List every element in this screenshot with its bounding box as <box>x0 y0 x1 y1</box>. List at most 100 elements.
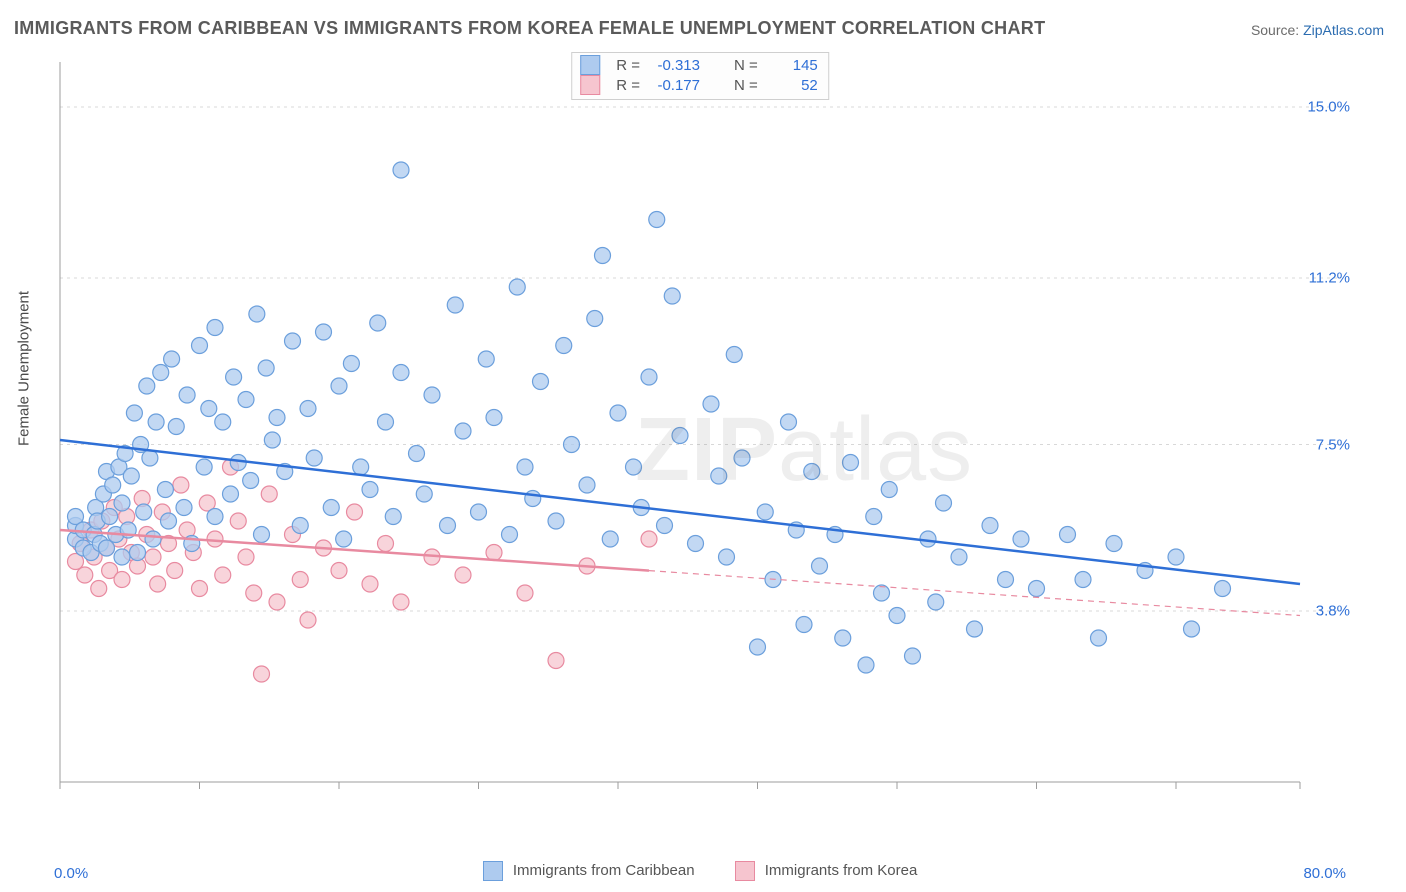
corr-N-label: N = <box>734 77 758 94</box>
data-point-korea <box>362 576 378 592</box>
data-point-caribbean <box>393 162 409 178</box>
data-point-caribbean <box>196 459 212 475</box>
data-point-caribbean <box>215 414 231 430</box>
data-point-korea <box>77 567 93 583</box>
data-point-caribbean <box>207 509 223 525</box>
data-point-caribbean <box>192 338 208 354</box>
data-point-caribbean <box>672 428 688 444</box>
corr-R-label: R = <box>616 77 640 94</box>
data-point-caribbean <box>353 459 369 475</box>
legend-swatch-korea <box>735 861 755 881</box>
data-point-caribbean <box>370 315 386 331</box>
data-point-caribbean <box>1184 621 1200 637</box>
data-point-caribbean <box>951 549 967 565</box>
data-point-caribbean <box>1215 581 1231 597</box>
data-point-caribbean <box>105 477 121 493</box>
data-point-korea <box>641 531 657 547</box>
data-point-korea <box>261 486 277 502</box>
data-point-caribbean <box>424 387 440 403</box>
data-point-caribbean <box>145 531 161 547</box>
source-link[interactable]: ZipAtlas.com <box>1303 22 1384 38</box>
data-point-korea <box>145 549 161 565</box>
data-point-caribbean <box>258 360 274 376</box>
data-point-caribbean <box>525 491 541 507</box>
data-point-caribbean <box>548 513 564 529</box>
data-point-korea <box>246 585 262 601</box>
source-label: Source: <box>1251 22 1299 38</box>
data-point-caribbean <box>440 518 456 534</box>
data-point-korea <box>300 612 316 628</box>
data-point-caribbean <box>362 482 378 498</box>
data-point-caribbean <box>323 500 339 516</box>
data-point-caribbean <box>300 401 316 417</box>
data-point-korea <box>192 581 208 597</box>
data-point-caribbean <box>385 509 401 525</box>
data-point-korea <box>215 567 231 583</box>
corr-R-value-korea: -0.177 <box>650 77 700 94</box>
trend-line-dash-korea <box>649 571 1300 616</box>
corr-row-korea: R =-0.177N =52 <box>580 75 818 95</box>
data-point-caribbean <box>264 432 280 448</box>
data-point-caribbean <box>331 378 347 394</box>
data-point-caribbean <box>928 594 944 610</box>
y-axis-label: Female Unemployment <box>16 291 33 446</box>
data-point-caribbean <box>316 324 332 340</box>
data-point-korea <box>292 572 308 588</box>
data-point-korea <box>207 531 223 547</box>
data-point-caribbean <box>249 306 265 322</box>
data-point-caribbean <box>269 410 285 426</box>
y-tick-label: 15.0% <box>1307 99 1350 116</box>
corr-swatch-korea <box>580 75 600 95</box>
data-point-caribbean <box>595 248 611 264</box>
data-point-caribbean <box>835 630 851 646</box>
data-point-caribbean <box>579 477 595 493</box>
data-point-korea <box>173 477 189 493</box>
data-point-caribbean <box>517 459 533 475</box>
legend-label-caribbean: Immigrants from Caribbean <box>513 862 695 879</box>
data-point-caribbean <box>610 405 626 421</box>
corr-N-value-caribbean: 145 <box>768 57 818 74</box>
data-point-caribbean <box>657 518 673 534</box>
data-point-caribbean <box>455 423 471 439</box>
data-point-caribbean <box>136 504 152 520</box>
data-point-caribbean <box>416 486 432 502</box>
data-point-caribbean <box>509 279 525 295</box>
data-point-korea <box>548 653 564 669</box>
data-point-caribbean <box>238 392 254 408</box>
data-point-korea <box>393 594 409 610</box>
data-point-caribbean <box>502 527 518 543</box>
data-point-caribbean <box>336 531 352 547</box>
corr-R-value-caribbean: -0.313 <box>650 57 700 74</box>
data-point-caribbean <box>1013 531 1029 547</box>
data-point-caribbean <box>866 509 882 525</box>
data-point-caribbean <box>471 504 487 520</box>
data-point-caribbean <box>176 500 192 516</box>
data-point-caribbean <box>587 311 603 327</box>
data-point-caribbean <box>703 396 719 412</box>
data-point-caribbean <box>982 518 998 534</box>
x-min-label: 0.0% <box>54 865 88 882</box>
corr-R-label: R = <box>616 57 640 74</box>
data-point-caribbean <box>285 333 301 349</box>
data-point-korea <box>331 563 347 579</box>
data-point-caribbean <box>306 450 322 466</box>
data-point-caribbean <box>757 504 773 520</box>
data-point-caribbean <box>130 545 146 561</box>
data-point-caribbean <box>858 657 874 673</box>
data-point-caribbean <box>812 558 828 574</box>
data-point-caribbean <box>161 513 177 529</box>
data-point-caribbean <box>1106 536 1122 552</box>
data-point-caribbean <box>478 351 494 367</box>
data-point-caribbean <box>126 405 142 421</box>
data-point-caribbean <box>139 378 155 394</box>
data-point-caribbean <box>750 639 766 655</box>
data-point-caribbean <box>99 540 115 556</box>
data-point-caribbean <box>393 365 409 381</box>
data-point-korea <box>167 563 183 579</box>
chart-title: IMMIGRANTS FROM CARIBBEAN VS IMMIGRANTS … <box>14 18 1045 39</box>
data-point-caribbean <box>243 473 259 489</box>
data-point-caribbean <box>936 495 952 511</box>
data-point-caribbean <box>343 356 359 372</box>
data-point-caribbean <box>207 320 223 336</box>
data-point-caribbean <box>905 648 921 664</box>
